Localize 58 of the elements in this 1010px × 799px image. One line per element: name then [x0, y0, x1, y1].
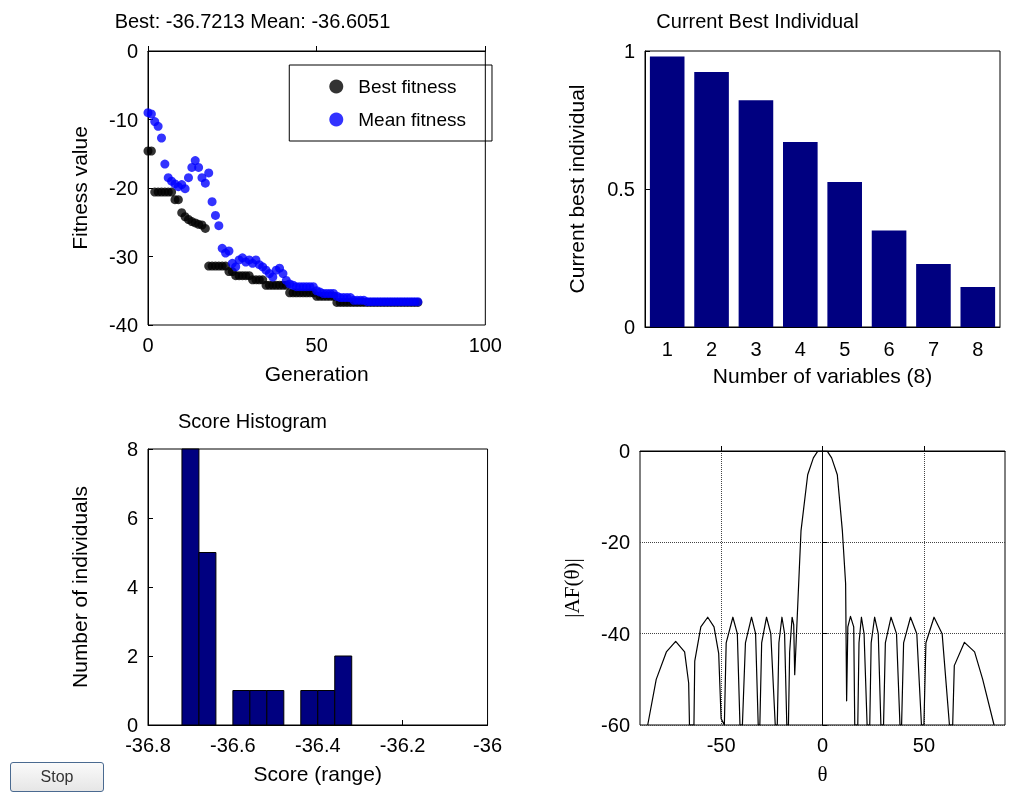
x-tick-label: 6	[883, 338, 895, 360]
x-tick-label: 0	[142, 334, 154, 356]
y-tick-label: 0.5	[607, 178, 635, 200]
y-axis-title: Fitness value	[68, 126, 91, 250]
x-tick-label: 2	[706, 338, 718, 360]
y-tick-label: -10	[109, 108, 138, 131]
y-tick-label: 0	[126, 40, 138, 62]
x-axis-title: Score (range)	[253, 762, 382, 785]
bar	[694, 71, 729, 327]
chart-title: Best: -36.7213 Mean: -36.6051	[114, 10, 391, 32]
chart-title: Score Histogram	[178, 410, 327, 432]
y-axis-title: |AF(θ)|	[559, 558, 584, 618]
x-tick-label: -36.8	[125, 734, 171, 756]
y-tick-label: -40	[601, 622, 630, 645]
y-tick-label: -40	[109, 314, 138, 336]
x-tick-label: 100	[468, 334, 502, 356]
bar	[960, 286, 996, 327]
bar	[738, 100, 774, 327]
legend-label: Best fitness	[358, 76, 457, 97]
legend-label: Mean fitness	[358, 109, 467, 130]
y-tick-label: -20	[601, 531, 630, 554]
y-axis-title: Number of individuals	[68, 486, 91, 688]
x-axis-title: Number of variables (8)	[712, 364, 933, 387]
y-tick-label: -30	[109, 245, 138, 268]
stop-button: Stop	[10, 762, 104, 792]
x-axis-title: θ	[817, 761, 828, 786]
y-tick-label: 6	[126, 507, 138, 529]
x-tick-label: 4	[794, 338, 806, 360]
x-tick-label: 7	[927, 338, 939, 360]
y-tick-label: 8	[126, 438, 138, 460]
x-tick-label: -36.6	[210, 734, 256, 756]
x-tick-label: 3	[750, 338, 762, 360]
bar	[649, 56, 685, 327]
x-tick-label: 8	[972, 338, 984, 360]
x-tick-label: 50	[912, 734, 936, 756]
y-tick-label: 1	[623, 40, 635, 62]
x-tick-label: -50	[706, 734, 736, 756]
x-axis-title: Generation	[264, 362, 369, 385]
x-tick-label: -36	[473, 734, 502, 756]
y-axis-title: Current best individual	[565, 84, 588, 294]
y-tick-label: 4	[126, 576, 138, 598]
y-tick-label: 0	[618, 440, 630, 462]
y-tick-label: -20	[109, 177, 138, 199]
x-tick-label: 1	[661, 338, 673, 360]
x-tick-label: -36.4	[294, 734, 341, 756]
y-tick-label: 2	[126, 645, 138, 667]
bar	[827, 182, 862, 327]
y-tick-label: 0	[126, 714, 138, 736]
x-tick-label: 0	[816, 734, 829, 756]
y-tick-label: 0	[623, 316, 635, 338]
bar	[916, 264, 951, 327]
bar	[871, 230, 907, 327]
x-tick-label: 5	[839, 338, 851, 360]
x-tick-label: 50	[305, 334, 328, 356]
y-tick-label: -60	[601, 714, 630, 736]
x-tick-label: -36.2	[379, 734, 426, 756]
chart-title: Current Best Individual	[656, 10, 859, 32]
bar	[783, 142, 818, 327]
